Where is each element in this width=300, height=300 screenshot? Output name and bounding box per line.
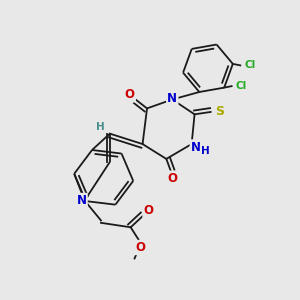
Text: N: N xyxy=(76,194,87,207)
Text: O: O xyxy=(135,241,145,254)
Text: N: N xyxy=(191,140,201,154)
Text: O: O xyxy=(125,88,135,101)
Text: O: O xyxy=(143,204,154,217)
Text: S: S xyxy=(215,106,224,118)
Text: Cl: Cl xyxy=(236,81,247,91)
Text: O: O xyxy=(167,172,177,185)
Text: H: H xyxy=(96,122,105,132)
Text: Cl: Cl xyxy=(244,60,256,70)
Text: H: H xyxy=(201,146,210,156)
Text: N: N xyxy=(167,92,177,105)
